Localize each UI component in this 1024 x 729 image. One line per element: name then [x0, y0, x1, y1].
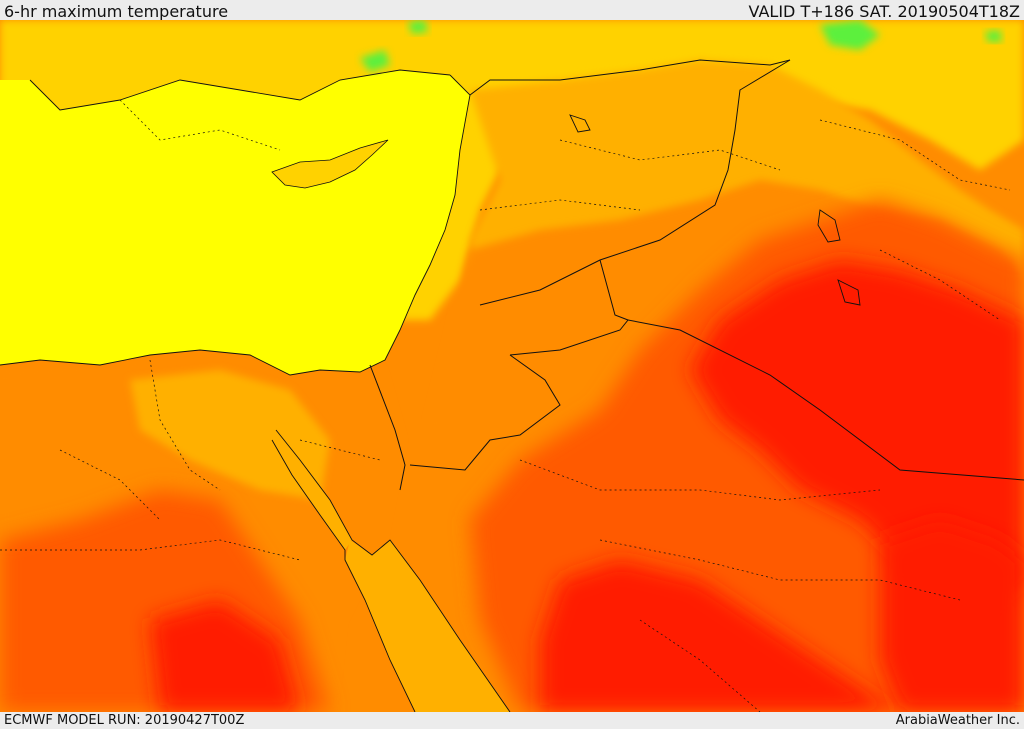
- field-gulf-suez: [272, 430, 352, 550]
- field-red-sea: [345, 540, 510, 712]
- valid-time: VALID T+186 SAT. 20190504T18Z: [748, 2, 1020, 21]
- credit-label: ArabiaWeather Inc.: [895, 713, 1020, 728]
- field-mediterranean: [0, 70, 470, 375]
- field-red-east-lower: [880, 520, 1024, 712]
- field-green-patch-3: [408, 20, 428, 34]
- footer-bar: ECMWF MODEL RUN: 20190427T00Z ArabiaWeat…: [0, 712, 1024, 729]
- field-green-patch-4: [985, 30, 1002, 42]
- map-canvas: [0, 20, 1024, 712]
- country-borders: [369, 59, 1024, 491]
- header-bar: 6-hr maximum temperature VALID T+186 SAT…: [0, 0, 1024, 21]
- province-borders: [0, 99, 1011, 712]
- field-green-patch-1: [820, 20, 880, 50]
- temperature-map[interactable]: [0, 20, 1024, 712]
- field-egypt-red-patch: [150, 600, 300, 712]
- coastlines: [0, 69, 861, 712]
- field-red-south: [540, 560, 900, 712]
- field-cyprus: [271, 139, 389, 189]
- map-title: 6-hr maximum temperature: [4, 2, 229, 21]
- field-green-patch-2: [360, 50, 390, 72]
- model-run-label: ECMWF MODEL RUN: 20190427T00Z: [4, 713, 245, 728]
- field-egypt-amber: [130, 370, 330, 500]
